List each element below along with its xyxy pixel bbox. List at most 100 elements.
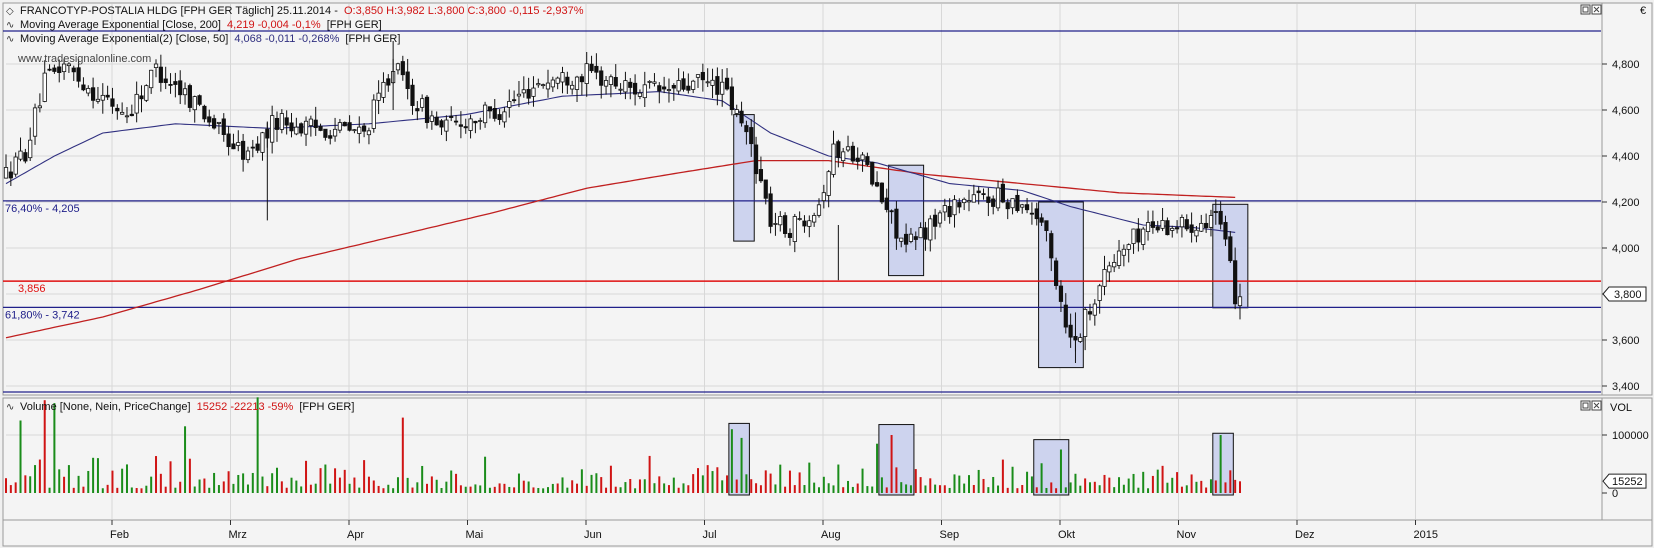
volume-bar-up bbox=[1142, 471, 1145, 493]
candle-up bbox=[429, 115, 434, 122]
volume-bar-up bbox=[861, 468, 864, 493]
restore-icon bbox=[1582, 402, 1589, 409]
volume-bar-down bbox=[116, 487, 119, 493]
candle-down bbox=[299, 123, 304, 134]
close-button[interactable] bbox=[1591, 4, 1602, 15]
candle-up bbox=[28, 139, 33, 159]
candle-up bbox=[1170, 227, 1175, 231]
watermark: www.tradesignalonline.com bbox=[17, 53, 151, 65]
volume-bar-down bbox=[334, 468, 337, 493]
candle-up bbox=[792, 216, 797, 242]
volume-bar-down bbox=[309, 484, 312, 493]
candle-down bbox=[492, 108, 497, 119]
volume-bar-down bbox=[793, 485, 796, 493]
month-label: Mai bbox=[466, 529, 484, 541]
candle-up bbox=[816, 204, 822, 216]
volume-bar-up bbox=[634, 488, 637, 493]
volume-bar-down bbox=[372, 480, 375, 493]
candle-up bbox=[482, 104, 488, 124]
volume-bar-up bbox=[997, 485, 1000, 493]
horizontal-level-label: 3,856 bbox=[18, 283, 46, 295]
candle-down bbox=[47, 68, 52, 71]
candle-down bbox=[168, 84, 173, 86]
ema50-label: Moving Average Exponential(2) [Close, 50… bbox=[20, 33, 228, 45]
candle-up bbox=[584, 63, 589, 84]
volume-bar-up bbox=[1011, 466, 1014, 493]
candle-up bbox=[570, 84, 575, 90]
candle-down bbox=[1174, 227, 1180, 230]
candle-down bbox=[724, 77, 730, 90]
candle-up bbox=[395, 63, 401, 71]
volume-bar-down bbox=[455, 473, 458, 493]
volume-bar-down bbox=[571, 480, 574, 493]
candle-down bbox=[1054, 260, 1059, 286]
volume-bar-down bbox=[856, 483, 859, 493]
volume-bar-up bbox=[779, 464, 782, 493]
volume-restore-button[interactable] bbox=[1580, 400, 1591, 411]
volume-bar-down bbox=[5, 478, 7, 493]
volume-bar-up bbox=[963, 483, 966, 493]
candle-up bbox=[821, 192, 826, 202]
restore-button[interactable] bbox=[1580, 4, 1591, 15]
candle-up bbox=[541, 84, 546, 87]
candle-down bbox=[241, 140, 246, 160]
volume-bar-up bbox=[184, 426, 187, 493]
volume-bar-down bbox=[982, 478, 985, 493]
volume-bar-up bbox=[595, 473, 598, 493]
volume-bar-up bbox=[1166, 482, 1169, 493]
horizontal-line-layer bbox=[3, 200, 1601, 308]
volume-bar-up bbox=[817, 487, 820, 493]
svg-text:FRANCOTYP-POSTALIA HLDG [FPH G: FRANCOTYP-POSTALIA HLDG [FPH GER Täglich… bbox=[20, 5, 584, 17]
svg-text:Moving Average Exponential [Cl: Moving Average Exponential [Close, 200] … bbox=[20, 19, 382, 31]
candle-down bbox=[1184, 219, 1189, 230]
volume-bar-down bbox=[914, 469, 917, 493]
volume-bar-down bbox=[1050, 482, 1053, 493]
candle-down bbox=[894, 208, 899, 239]
candle-up bbox=[1208, 215, 1214, 228]
candle-down bbox=[768, 193, 773, 227]
ema200-symbol: [FPH GER] bbox=[327, 19, 382, 31]
candle-down bbox=[284, 117, 289, 126]
candle-up bbox=[182, 88, 188, 96]
volume-bar-up bbox=[242, 473, 245, 493]
volume-bar-up bbox=[145, 485, 148, 493]
volume-plot-area[interactable] bbox=[2, 397, 1603, 521]
candle-down bbox=[386, 78, 391, 86]
candle-down bbox=[923, 227, 928, 240]
volume-panel-buttons: VOL bbox=[1580, 400, 1632, 414]
volume-close-button[interactable] bbox=[1591, 400, 1602, 411]
month-label: Mrz bbox=[229, 529, 247, 541]
month-label: Feb bbox=[110, 529, 129, 541]
volume-bar-up bbox=[48, 487, 51, 493]
volume-bar-down bbox=[522, 480, 525, 493]
volume-bar-down bbox=[1021, 485, 1024, 493]
volume-bar-up bbox=[1118, 477, 1121, 493]
volume-bar-up bbox=[619, 487, 622, 493]
volume-bar-up bbox=[29, 476, 32, 493]
volume-bar-down bbox=[338, 477, 341, 493]
volume-bar-down bbox=[164, 486, 167, 493]
volume-bar-down bbox=[1234, 479, 1237, 493]
candle-up bbox=[216, 121, 222, 124]
month-label: Jun bbox=[584, 529, 602, 541]
volume-bar-down bbox=[43, 400, 46, 493]
candle-up bbox=[18, 150, 23, 160]
volume-bar-up bbox=[96, 458, 99, 493]
volume-bar-down bbox=[735, 479, 738, 493]
main-plot-area[interactable] bbox=[2, 2, 1603, 396]
candle-up bbox=[478, 120, 483, 122]
candle-up bbox=[618, 88, 623, 91]
candle-up bbox=[608, 76, 614, 85]
highlight-box bbox=[733, 114, 755, 242]
volume-symbol: [FPH GER] bbox=[299, 401, 354, 413]
volume-bar-up bbox=[237, 474, 240, 493]
candle-down bbox=[187, 85, 192, 108]
volume-bar-up bbox=[213, 472, 216, 493]
candle-down bbox=[231, 143, 236, 150]
volume-bar-up bbox=[580, 469, 583, 493]
last-price-tag bbox=[1602, 286, 1647, 302]
candle-down bbox=[1049, 233, 1054, 259]
candle-up bbox=[652, 81, 657, 84]
volume-bar-up bbox=[1064, 487, 1067, 493]
candle-down bbox=[274, 117, 280, 130]
